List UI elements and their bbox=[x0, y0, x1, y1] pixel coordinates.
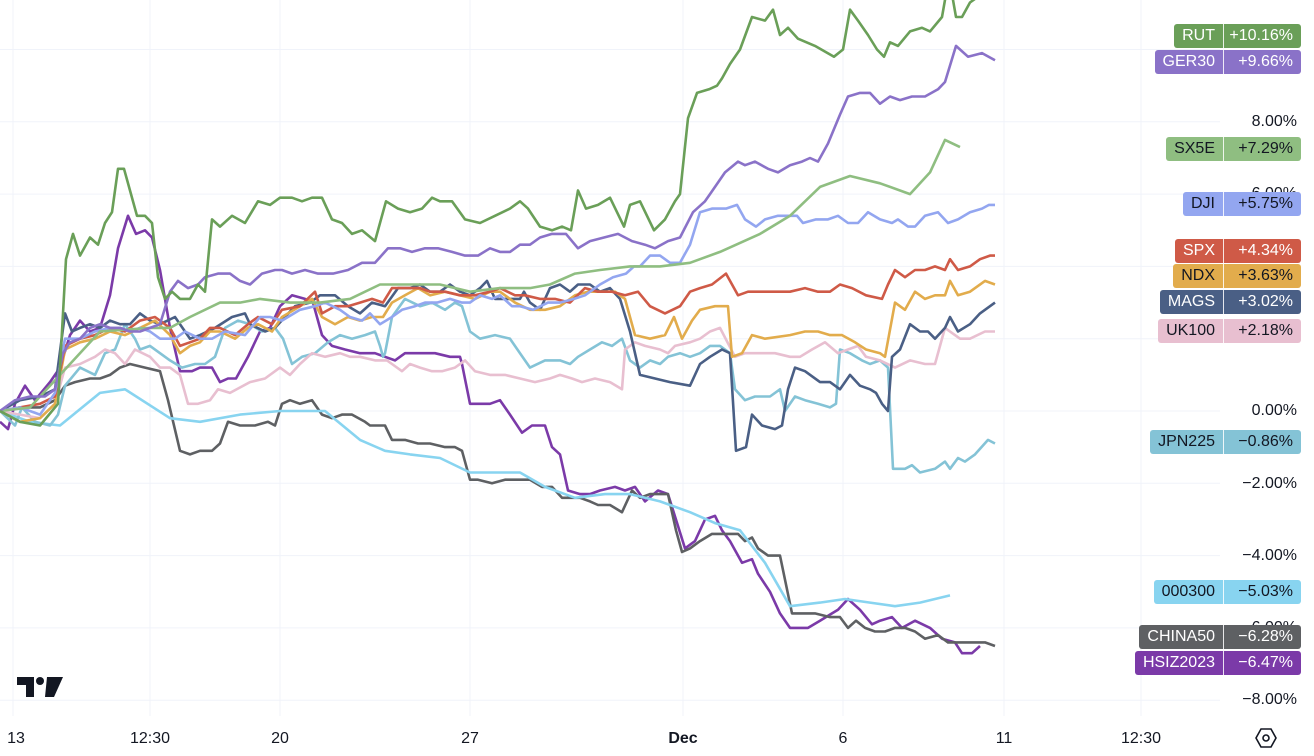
series-line-mags bbox=[0, 279, 996, 453]
series-tag-symbol: SX5E bbox=[1174, 140, 1215, 157]
y-axis-label: 0.00% bbox=[1251, 402, 1297, 419]
series-tag-value: −0.86% bbox=[1223, 430, 1301, 454]
series-tag-value: +2.18% bbox=[1223, 319, 1301, 343]
series-tag-value: +7.29% bbox=[1223, 137, 1301, 161]
series-tag-mags: MAGS +3.02% bbox=[1159, 290, 1301, 314]
series-tag-symbol: NDX bbox=[1181, 267, 1215, 284]
x-axis-label: Dec bbox=[668, 730, 698, 747]
series-line-ger30 bbox=[0, 44, 996, 413]
series-line-spx bbox=[0, 254, 995, 413]
y-axis-label: −4.00% bbox=[1242, 547, 1297, 564]
series-tag-value: +4.34% bbox=[1223, 239, 1301, 263]
series-tag-symbol: 000300 bbox=[1161, 583, 1215, 600]
series-line-rut bbox=[0, 0, 976, 427]
series-tag-rut: RUT +10.16% bbox=[1174, 24, 1301, 48]
series-tag-value: +9.66% bbox=[1223, 50, 1301, 74]
series-tag-jpn225: JPN225 −0.86% bbox=[1150, 430, 1301, 454]
series-line-sx5e bbox=[0, 138, 961, 413]
x-axis-label: 11 bbox=[995, 730, 1013, 747]
series-tag-symbol: RUT bbox=[1182, 27, 1215, 44]
x-axis-label: 13 bbox=[7, 730, 25, 747]
series-tag-ndx: NDX +3.63% bbox=[1173, 264, 1301, 288]
series-tag-hsiz2023: HSIZ2023 −6.47% bbox=[1134, 651, 1301, 675]
series-tag-value: +5.75% bbox=[1223, 192, 1301, 216]
chart-grid bbox=[0, 0, 1220, 716]
tradingview-logo-icon[interactable] bbox=[17, 676, 63, 698]
x-axis-label: 12:30 bbox=[129, 730, 171, 747]
series-line-dji bbox=[0, 203, 995, 416]
series-tag-symbol: UK100 bbox=[1166, 322, 1215, 339]
series-tag-value: +3.02% bbox=[1223, 290, 1301, 314]
chart-series-lines bbox=[0, 0, 996, 655]
series-tag-value: +10.16% bbox=[1223, 24, 1301, 48]
series-line-000300 bbox=[0, 387, 951, 608]
series-tag-symbol: CHINA50 bbox=[1147, 628, 1215, 645]
y-axis-label: 8.00% bbox=[1251, 113, 1297, 130]
series-tag-value: −5.03% bbox=[1223, 580, 1301, 604]
series-tag-symbol: DJI bbox=[1191, 195, 1215, 212]
series-line-uk100 bbox=[0, 326, 995, 420]
settings-hexagon-icon[interactable] bbox=[1255, 726, 1277, 750]
y-axis-label: −8.00% bbox=[1242, 691, 1297, 708]
series-tag-dji: DJI +5.75% bbox=[1183, 192, 1301, 216]
series-line-hsiz2023 bbox=[0, 214, 981, 655]
series-tag-value: −6.28% bbox=[1223, 625, 1301, 649]
series-tag-sx5e: SX5E +7.29% bbox=[1166, 137, 1301, 161]
series-tag-symbol: HSIZ2023 bbox=[1142, 654, 1215, 671]
x-axis-label: 27 bbox=[461, 730, 479, 747]
x-axis-label: 12:30 bbox=[1120, 730, 1162, 747]
series-tag-value: −6.47% bbox=[1223, 651, 1301, 675]
series-tag-spx: SPX +4.34% bbox=[1174, 239, 1301, 263]
x-axis-label: 6 bbox=[838, 730, 848, 747]
series-tag-ger30: GER30 +9.66% bbox=[1154, 50, 1301, 74]
series-tag-000300: 000300 −5.03% bbox=[1153, 580, 1301, 604]
y-axis-label: −2.00% bbox=[1242, 475, 1297, 492]
series-tag-symbol: JPN225 bbox=[1158, 433, 1215, 450]
series-tag-value: +3.63% bbox=[1223, 264, 1301, 288]
series-line-china50 bbox=[0, 362, 996, 648]
x-axis-label: 20 bbox=[271, 730, 289, 747]
series-tag-china50: CHINA50 −6.28% bbox=[1139, 625, 1301, 649]
series-tag-uk100: UK100 +2.18% bbox=[1158, 319, 1301, 343]
series-tag-symbol: GER30 bbox=[1162, 53, 1215, 70]
series-tag-symbol: SPX bbox=[1182, 242, 1215, 259]
series-line-jpn225 bbox=[0, 297, 996, 474]
series-tag-symbol: MAGS bbox=[1167, 293, 1215, 310]
